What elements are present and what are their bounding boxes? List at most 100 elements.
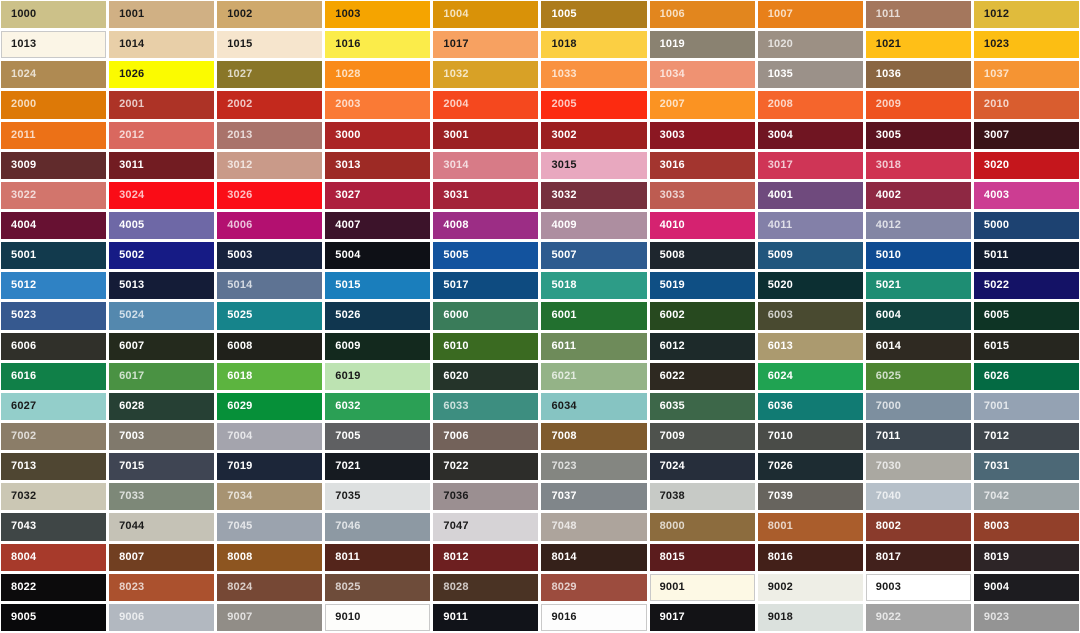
colour-swatch-1012[interactable]: 1012: [973, 1, 1079, 29]
colour-swatch-4002[interactable]: 4002: [865, 181, 971, 209]
colour-swatch-5020[interactable]: 5020: [757, 272, 863, 300]
colour-swatch-3011[interactable]: 3011: [109, 151, 215, 179]
colour-swatch-8000[interactable]: 8000: [649, 513, 755, 541]
colour-swatch-6024[interactable]: 6024: [757, 362, 863, 390]
colour-swatch-6034[interactable]: 6034: [541, 392, 647, 420]
colour-swatch-7012[interactable]: 7012: [973, 422, 1079, 451]
colour-swatch-8017[interactable]: 8017: [865, 543, 971, 571]
colour-swatch-1033[interactable]: 1033: [541, 61, 647, 89]
colour-swatch-2011[interactable]: 2011: [1, 121, 107, 149]
colour-swatch-9004[interactable]: 9004: [973, 573, 1079, 601]
colour-swatch-1034[interactable]: 1034: [649, 61, 755, 89]
colour-swatch-6021[interactable]: 6021: [541, 362, 647, 390]
colour-swatch-3002[interactable]: 3002: [541, 121, 647, 149]
colour-swatch-3009[interactable]: 3009: [1, 151, 107, 179]
colour-swatch-7043[interactable]: 7043: [1, 513, 107, 541]
colour-swatch-4009[interactable]: 4009: [541, 211, 647, 240]
colour-swatch-3001[interactable]: 3001: [433, 121, 539, 149]
colour-swatch-1021[interactable]: 1021: [865, 31, 971, 59]
colour-swatch-1006[interactable]: 1006: [649, 1, 755, 29]
colour-swatch-1032[interactable]: 1032: [433, 61, 539, 89]
colour-swatch-8028[interactable]: 8028: [433, 573, 539, 601]
colour-swatch-5005[interactable]: 5005: [433, 242, 539, 270]
colour-swatch-9018[interactable]: 9018: [757, 603, 863, 631]
colour-swatch-5002[interactable]: 5002: [109, 242, 215, 270]
colour-swatch-1020[interactable]: 1020: [757, 31, 863, 59]
colour-swatch-7011[interactable]: 7011: [865, 422, 971, 451]
colour-swatch-3014[interactable]: 3014: [433, 151, 539, 179]
colour-swatch-4004[interactable]: 4004: [1, 211, 107, 240]
colour-swatch-7008[interactable]: 7008: [541, 422, 647, 451]
colour-swatch-8022[interactable]: 8022: [1, 573, 107, 601]
colour-swatch-8024[interactable]: 8024: [217, 573, 323, 601]
colour-swatch-5021[interactable]: 5021: [865, 272, 971, 300]
colour-swatch-6010[interactable]: 6010: [433, 332, 539, 360]
colour-swatch-8025[interactable]: 8025: [325, 573, 431, 601]
colour-swatch-3026[interactable]: 3026: [217, 181, 323, 209]
colour-swatch-7048[interactable]: 7048: [541, 513, 647, 541]
colour-swatch-7002[interactable]: 7002: [1, 422, 107, 451]
colour-swatch-2005[interactable]: 2005: [541, 91, 647, 119]
colour-swatch-8002[interactable]: 8002: [865, 513, 971, 541]
colour-swatch-6015[interactable]: 6015: [973, 332, 1079, 360]
colour-swatch-4011[interactable]: 4011: [757, 211, 863, 240]
colour-swatch-7036[interactable]: 7036: [433, 483, 539, 511]
colour-swatch-1003[interactable]: 1003: [325, 1, 431, 29]
colour-swatch-7000[interactable]: 7000: [865, 392, 971, 420]
colour-swatch-8029[interactable]: 8029: [541, 573, 647, 601]
colour-swatch-8014[interactable]: 8014: [541, 543, 647, 571]
colour-swatch-6000[interactable]: 6000: [433, 302, 539, 330]
colour-swatch-7030[interactable]: 7030: [865, 453, 971, 481]
colour-swatch-2000[interactable]: 2000: [1, 91, 107, 119]
colour-swatch-5015[interactable]: 5015: [325, 272, 431, 300]
colour-swatch-7024[interactable]: 7024: [649, 453, 755, 481]
colour-swatch-7047[interactable]: 7047: [433, 513, 539, 541]
colour-swatch-3005[interactable]: 3005: [865, 121, 971, 149]
colour-swatch-7013[interactable]: 7013: [1, 453, 107, 481]
colour-swatch-7023[interactable]: 7023: [541, 453, 647, 481]
colour-swatch-7042[interactable]: 7042: [973, 483, 1079, 511]
colour-swatch-5000[interactable]: 5000: [973, 211, 1079, 240]
colour-swatch-9003[interactable]: 9003: [865, 573, 971, 601]
colour-swatch-2001[interactable]: 2001: [109, 91, 215, 119]
colour-swatch-3018[interactable]: 3018: [865, 151, 971, 179]
colour-swatch-2002[interactable]: 2002: [217, 91, 323, 119]
colour-swatch-7033[interactable]: 7033: [109, 483, 215, 511]
colour-swatch-6020[interactable]: 6020: [433, 362, 539, 390]
colour-swatch-1018[interactable]: 1018: [541, 31, 647, 59]
colour-swatch-4006[interactable]: 4006: [217, 211, 323, 240]
colour-swatch-7038[interactable]: 7038: [649, 483, 755, 511]
colour-swatch-2004[interactable]: 2004: [433, 91, 539, 119]
colour-swatch-8019[interactable]: 8019: [973, 543, 1079, 571]
colour-swatch-2013[interactable]: 2013: [217, 121, 323, 149]
colour-swatch-3017[interactable]: 3017: [757, 151, 863, 179]
colour-swatch-6005[interactable]: 6005: [973, 302, 1079, 330]
colour-swatch-6017[interactable]: 6017: [109, 362, 215, 390]
colour-swatch-2012[interactable]: 2012: [109, 121, 215, 149]
colour-swatch-5011[interactable]: 5011: [973, 242, 1079, 270]
colour-swatch-1028[interactable]: 1028: [325, 61, 431, 89]
colour-swatch-8003[interactable]: 8003: [973, 513, 1079, 541]
colour-swatch-4007[interactable]: 4007: [325, 211, 431, 240]
colour-swatch-6026[interactable]: 6026: [973, 362, 1079, 390]
colour-swatch-5003[interactable]: 5003: [217, 242, 323, 270]
colour-swatch-6022[interactable]: 6022: [649, 362, 755, 390]
colour-swatch-7022[interactable]: 7022: [433, 453, 539, 481]
colour-swatch-5024[interactable]: 5024: [109, 302, 215, 330]
colour-swatch-8015[interactable]: 8015: [649, 543, 755, 571]
colour-swatch-6025[interactable]: 6025: [865, 362, 971, 390]
colour-swatch-9017[interactable]: 9017: [649, 603, 755, 631]
colour-swatch-9002[interactable]: 9002: [757, 573, 863, 601]
colour-swatch-3007[interactable]: 3007: [973, 121, 1079, 149]
colour-swatch-7010[interactable]: 7010: [757, 422, 863, 451]
colour-swatch-3027[interactable]: 3027: [325, 181, 431, 209]
colour-swatch-6009[interactable]: 6009: [325, 332, 431, 360]
colour-swatch-3032[interactable]: 3032: [541, 181, 647, 209]
colour-swatch-4008[interactable]: 4008: [433, 211, 539, 240]
colour-swatch-7005[interactable]: 7005: [325, 422, 431, 451]
colour-swatch-6018[interactable]: 6018: [217, 362, 323, 390]
colour-swatch-5026[interactable]: 5026: [325, 302, 431, 330]
colour-swatch-7001[interactable]: 7001: [973, 392, 1079, 420]
colour-swatch-7026[interactable]: 7026: [757, 453, 863, 481]
colour-swatch-9022[interactable]: 9022: [865, 603, 971, 631]
